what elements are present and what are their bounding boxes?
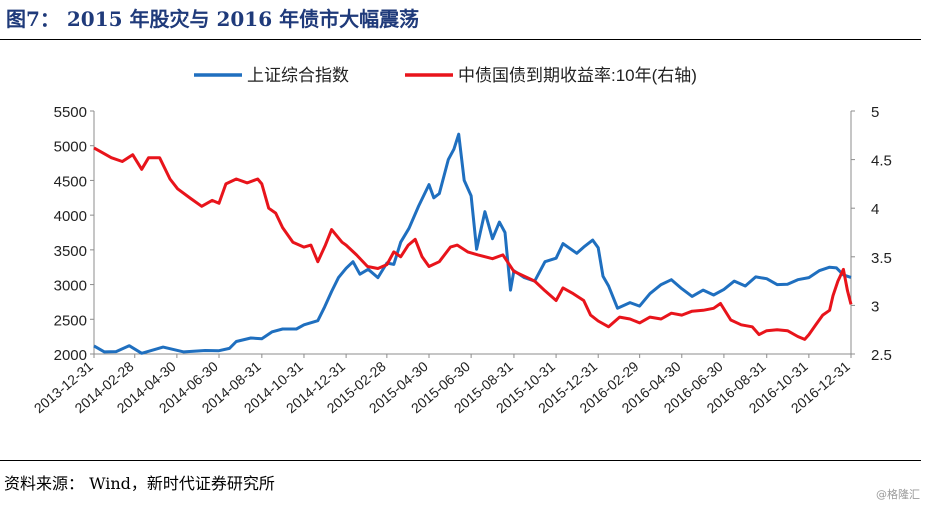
right-tick-label: 5	[871, 104, 879, 121]
chart-legend: 上证综合指数 中债国债到期收益率:10年(右轴)	[194, 66, 697, 85]
right-tick-label: 4	[871, 201, 879, 218]
left-tick-label: 3000	[54, 278, 87, 295]
right-tick-label: 3.5	[871, 250, 892, 267]
bond-yield-10y-line	[93, 146, 853, 341]
sse-composite-line	[93, 132, 852, 355]
left-tick-label: 2500	[54, 312, 87, 329]
chart-lines	[93, 132, 853, 355]
left-tick-label: 3500	[54, 243, 87, 260]
left-tick-label: 4000	[54, 208, 87, 225]
source-rule	[0, 460, 921, 461]
right-tick-label: 3	[871, 298, 879, 315]
right-tick-label: 2.5	[871, 347, 892, 364]
left-tick-label: 5000	[54, 139, 87, 156]
left-tick-label: 5500	[54, 104, 87, 121]
watermark: @格隆汇	[876, 488, 920, 501]
figure-source: 资料来源： Wind，新时代证券研究所	[4, 474, 275, 493]
left-tick-label: 4500	[54, 173, 87, 190]
legend-label-yield: 中债国债到期收益率:10年(右轴)	[458, 66, 697, 85]
title-rule	[0, 39, 921, 40]
legend-label-sse: 上证综合指数	[247, 66, 349, 85]
figure-title: 图7： 2015 年股灾与 2016 年债市大幅震荡	[6, 7, 420, 31]
left-tick-label: 2000	[54, 347, 87, 364]
right-tick-label: 4.5	[871, 153, 892, 170]
chart-canvas: 上证综合指数 中债国债到期收益率:10年(右轴) 2000250030003500…	[31, 66, 892, 416]
